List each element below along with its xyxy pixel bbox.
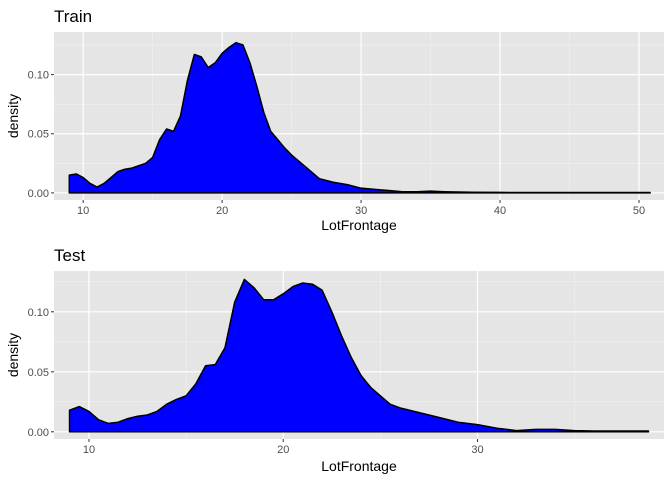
test-y-tick-label-2: 0.10 — [28, 307, 49, 319]
train-chart-title: Train — [54, 7, 92, 26]
test-density-chart: Test 10 20 30 0.00 0.05 0.10 LotFrontage dens… — [5, 246, 664, 474]
test-x-tick-label-1: 20 — [277, 444, 289, 456]
train-x-tick-label-2: 30 — [355, 205, 367, 217]
train-x-tick-label-0: 10 — [77, 205, 89, 217]
test-chart-title: Test — [54, 246, 85, 265]
train-y-tick-label-0: 0.00 — [28, 188, 49, 200]
train-density-chart: Train 10 20 30 40 50 0.00 0.05 0.10 LotFrontage… — [5, 7, 664, 233]
test-x-tick-label-0: 10 — [83, 444, 95, 456]
test-y-tick-label-0: 0.00 — [28, 427, 49, 439]
train-x-tick-label-1: 20 — [216, 205, 228, 217]
train-x-axis-label: LotFrontage — [321, 217, 397, 233]
train-x-tick-label-4: 50 — [633, 205, 645, 217]
test-y-axis-label: density — [5, 333, 21, 377]
train-y-tick-label-2: 0.10 — [28, 70, 49, 82]
train-minor-grid — [54, 32, 664, 200]
test-y-tick-label-1: 0.05 — [28, 367, 49, 379]
train-y-axis-label: density — [5, 94, 21, 138]
test-density-area — [68, 278, 650, 433]
test-x-axis-label: LotFrontage — [321, 458, 397, 474]
test-x-tick-label-2: 30 — [471, 444, 483, 456]
train-x-tick-label-3: 40 — [494, 205, 506, 217]
test-axis-ticks: 10 20 30 0.00 0.05 0.10 — [28, 307, 484, 456]
train-density-area — [68, 41, 651, 194]
train-y-tick-label-1: 0.05 — [28, 129, 49, 141]
train-axis-ticks: 10 20 30 40 50 0.00 0.05 0.10 — [28, 70, 646, 217]
